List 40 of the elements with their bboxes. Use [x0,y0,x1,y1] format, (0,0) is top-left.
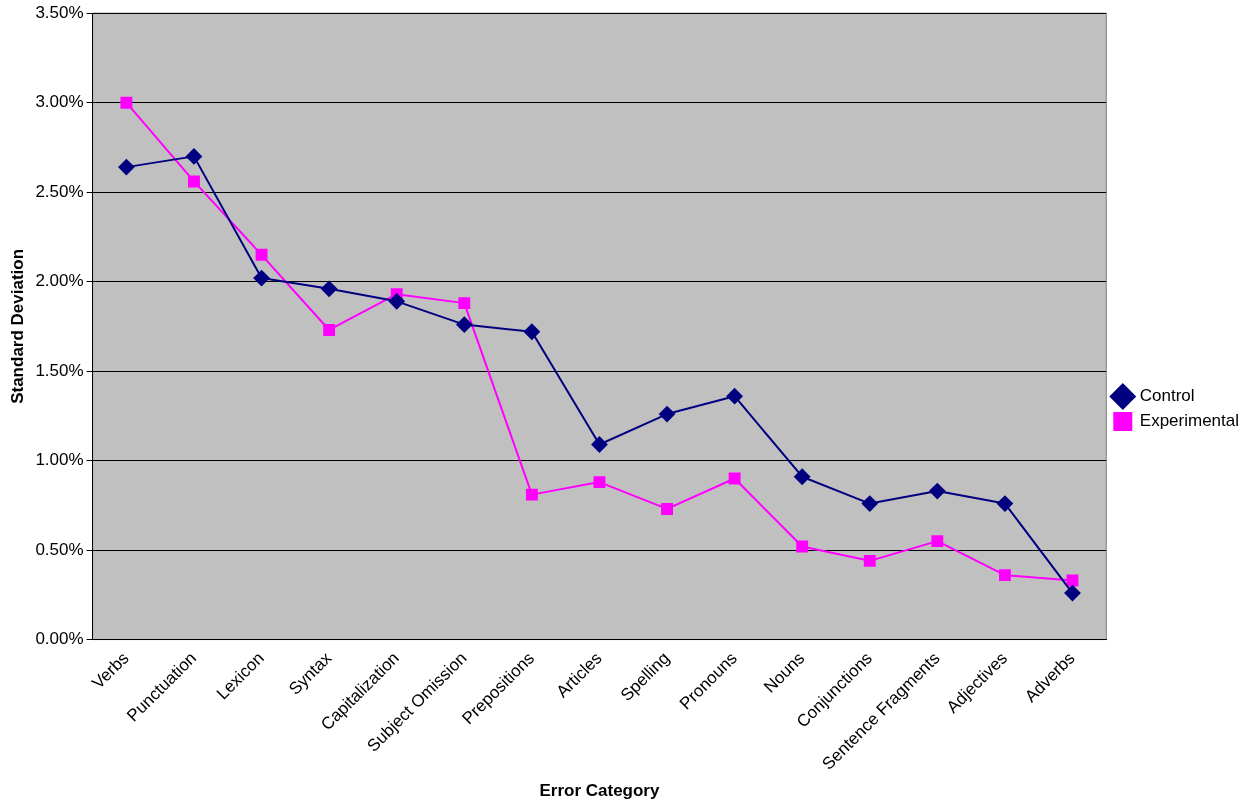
point [998,569,1011,582]
point [1064,585,1081,602]
x-axis-title: Error Category [539,781,660,801]
point [321,280,338,297]
point [593,476,606,489]
point [185,148,202,165]
y-tick-label: 3.00% [35,92,84,112]
point [591,436,608,453]
point [796,540,809,553]
point [255,248,268,261]
point [188,175,200,188]
y-tick-label: 3.50% [35,2,84,22]
point [388,293,405,310]
point [863,554,876,567]
point [929,483,946,500]
point [726,388,743,405]
point [253,270,270,287]
point [118,159,135,176]
y-tick-label: 1.50% [35,360,84,380]
legend-label: Experimental [1139,411,1240,431]
point [996,495,1013,512]
point [661,502,673,515]
point [458,297,471,310]
point [323,324,336,336]
point [523,323,540,340]
point [794,468,811,485]
point [728,472,741,485]
y-tick-label: 1.00% [35,450,84,470]
y-tick-label: 0.00% [35,629,84,649]
point [659,406,676,423]
point [861,495,878,512]
legend-label: Control [1139,386,1195,406]
point [525,488,538,501]
y-axis-title: Standard Deviation [7,248,27,404]
point [931,535,944,548]
y-tick-label: 0.50% [35,539,84,559]
point [456,316,473,333]
y-tick-label: 2.50% [35,181,84,201]
point [120,96,133,109]
y-tick-label: 2.00% [35,271,84,291]
